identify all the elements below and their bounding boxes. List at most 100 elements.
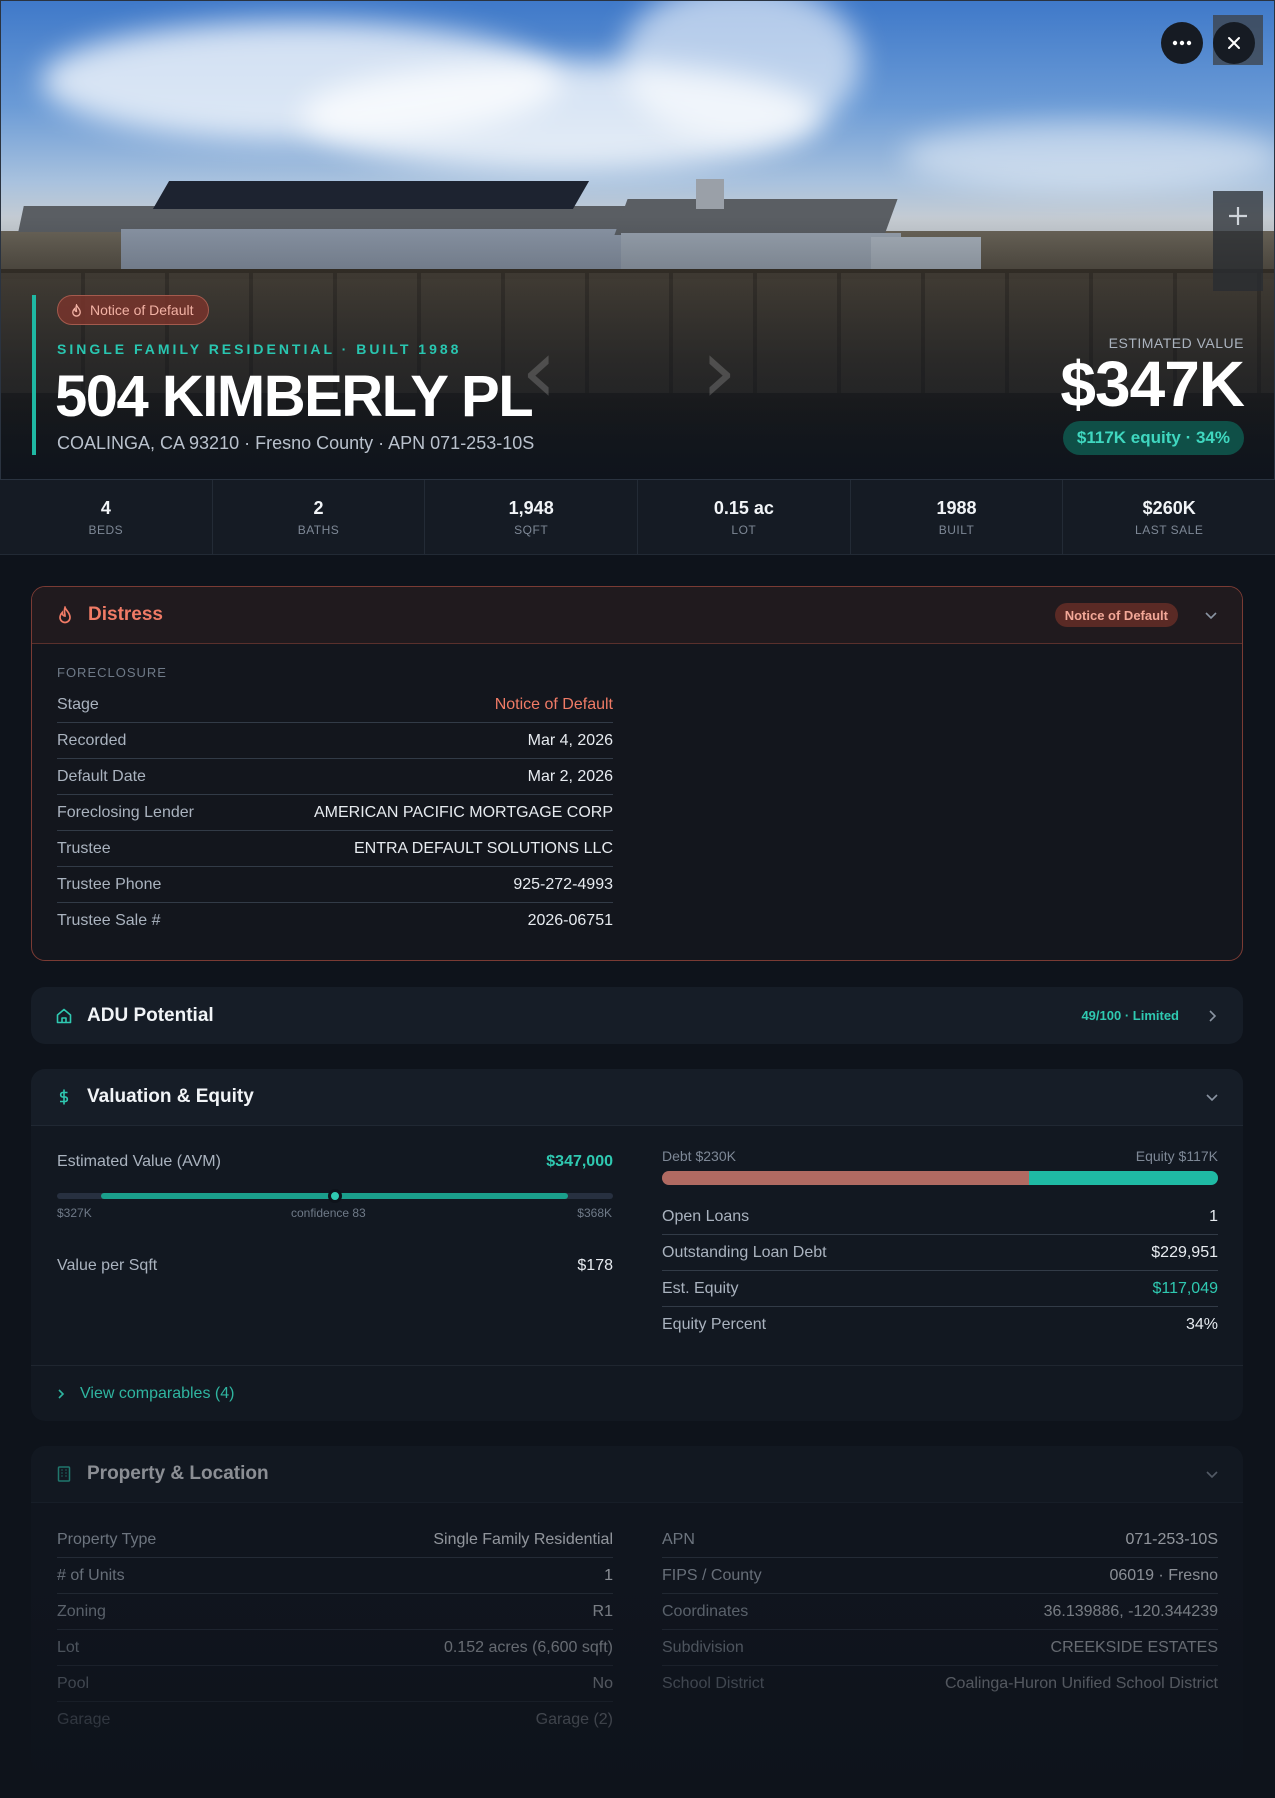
chevron-down-icon[interactable] <box>1205 1467 1219 1481</box>
row-key: Trustee Sale # <box>57 912 161 929</box>
table-row: Trustee ENTRA DEFAULT SOLUTIONS LLC <box>57 831 613 867</box>
row-value: 1 <box>1209 1207 1218 1225</box>
stat-label: BEDS <box>88 522 124 537</box>
stat-label: SQFT <box>514 522 549 537</box>
row-value: AMERICAN PACIFIC MORTGAGE CORP <box>314 803 613 821</box>
row-key: Coordinates <box>662 1602 749 1620</box>
stat-value: $260K <box>1142 497 1196 518</box>
stat-value: 1988 <box>936 497 977 518</box>
row-key: Default Date <box>57 767 146 785</box>
debt-label: Debt $230K <box>662 1148 736 1164</box>
row-key: School District <box>662 1675 765 1692</box>
estimated-value: $347K <box>1060 348 1245 420</box>
stat-built: 1988 BUILT <box>851 480 1064 554</box>
foreclosure-label: FORECLOSURE <box>57 665 167 680</box>
accent-bar <box>32 295 36 455</box>
table-row: Garage Garage (2) <box>57 1702 613 1738</box>
row-value: No <box>592 1674 613 1692</box>
dollar-icon <box>59 1089 69 1105</box>
table-row: Value per Sqft $178 <box>57 1248 613 1284</box>
view-comparables-link[interactable]: View comparables (4) <box>31 1365 1243 1421</box>
stat-last-sale: $260K LAST SALE <box>1063 480 1275 554</box>
row-value: Coalinga-Huron Unified School District <box>944 1675 1218 1692</box>
more-options-button[interactable] <box>1161 22 1203 64</box>
close-icon <box>1228 37 1240 49</box>
row-key: Outstanding Loan Debt <box>662 1243 827 1261</box>
property-header[interactable]: Property & Location <box>31 1446 1243 1503</box>
property-table-left: Property Type Single Family Residential #… <box>57 1522 613 1738</box>
valuation-card: Valuation & Equity View comparables (4) <box>31 1069 1243 1421</box>
hero-shade <box>1 1 1274 479</box>
stat-beds: 4 BEDS <box>0 480 213 554</box>
table-row: Est. Equity $117,049 <box>662 1271 1218 1307</box>
debt-segment <box>662 1171 1029 1185</box>
table-row: Equity Percent 34% <box>662 1307 1218 1343</box>
zoom-in-button[interactable] <box>1213 191 1263 241</box>
row-key: # of Units <box>57 1566 125 1584</box>
row-key: FIPS / County <box>662 1566 762 1584</box>
table-row: Outstanding Loan Debt $229,951 <box>662 1235 1218 1271</box>
row-value: Single Family Residential <box>433 1530 613 1548</box>
range-low: $327K <box>57 1206 92 1220</box>
adu-score: 49/100 · Limited <box>1081 1008 1179 1023</box>
row-key: Trustee Phone <box>57 875 162 893</box>
more-horizontal-icon <box>1172 40 1192 46</box>
row-key: Equity Percent <box>662 1316 767 1333</box>
row-value: 34% <box>1185 1316 1218 1333</box>
table-row: # of Units 1 <box>57 1558 613 1594</box>
stat-value: 4 <box>100 497 111 518</box>
stat-value: 2 <box>313 497 324 518</box>
chevron-right-icon[interactable] <box>1205 1009 1219 1023</box>
table-row: Default Date Mar 2, 2026 <box>57 759 613 795</box>
avm-value: $347,000 <box>546 1153 613 1170</box>
plus-icon <box>1229 207 1247 225</box>
adu-card[interactable]: ADU Potential 49/100 · Limited <box>31 987 1243 1044</box>
debt-equity-bar <box>662 1171 1218 1185</box>
adu-header[interactable]: ADU Potential 49/100 · Limited <box>31 987 1243 1044</box>
stat-value: 0.15 ac <box>713 497 774 518</box>
chevron-right-icon <box>58 1388 65 1399</box>
row-key: Open Loans <box>662 1207 750 1225</box>
chevron-down-icon[interactable] <box>1205 1090 1219 1104</box>
building-icon <box>57 1466 71 1482</box>
row-value: $229,951 <box>1151 1243 1218 1261</box>
distress-header[interactable]: Distress Notice of Default <box>32 587 1242 644</box>
row-key: Value per Sqft <box>57 1257 158 1274</box>
estimated-value-label: ESTIMATED VALUE <box>1108 335 1244 351</box>
home-icon <box>56 1008 72 1023</box>
row-key: Estimated Value (AVM) <box>57 1153 221 1170</box>
table-row: Zoning R1 <box>57 1594 613 1630</box>
row-key: Garage <box>57 1711 111 1728</box>
avm-range-marker <box>327 1189 342 1203</box>
row-value: 925-272-4993 <box>513 875 613 893</box>
next-photo-icon[interactable]: › <box>701 319 737 424</box>
distress-title: Distress <box>88 604 163 625</box>
notice-of-default-badge: Notice of Default <box>57 295 209 325</box>
prev-photo-icon[interactable]: ‹ <box>521 319 557 424</box>
range-high: $368K <box>577 1206 612 1220</box>
adu-title: ADU Potential <box>87 1004 214 1026</box>
row-value: 0.152 acres (6,600 sqft) <box>444 1638 613 1656</box>
row-value: $117,049 <box>1152 1279 1218 1297</box>
chevron-down-icon[interactable] <box>1204 608 1218 622</box>
property-address: 504 KIMBERLY PL <box>55 364 534 429</box>
table-row: Open Loans 1 <box>662 1199 1218 1235</box>
row-value: Mar 4, 2026 <box>527 731 613 749</box>
row-key: APN <box>662 1530 695 1548</box>
table-row: Coordinates 36.139886, -120.344239 <box>662 1594 1218 1630</box>
equity-label: Equity $117K <box>1135 1148 1218 1164</box>
row-value: 06019 · Fresno <box>1109 1566 1218 1584</box>
close-button[interactable] <box>1213 22 1255 64</box>
table-row: Subdivision CREEKSIDE ESTATES <box>662 1630 1218 1666</box>
table-row: Lot 0.152 acres (6,600 sqft) <box>57 1630 613 1666</box>
row-key: Pool <box>57 1674 90 1692</box>
vps-row: Value per Sqft $178 <box>57 1248 613 1284</box>
row-value: CREEKSIDE ESTATES <box>1050 1638 1218 1656</box>
table-row: Pool No <box>57 1666 613 1702</box>
table-row: Property Type Single Family Residential <box>57 1522 613 1558</box>
stat-label: LOT <box>731 522 757 537</box>
stat-baths: 2 BATHS <box>213 480 426 554</box>
distress-card: Distress Notice of Default <box>31 586 1243 961</box>
row-key: Lot <box>57 1638 80 1656</box>
valuation-header[interactable]: Valuation & Equity <box>31 1069 1243 1126</box>
